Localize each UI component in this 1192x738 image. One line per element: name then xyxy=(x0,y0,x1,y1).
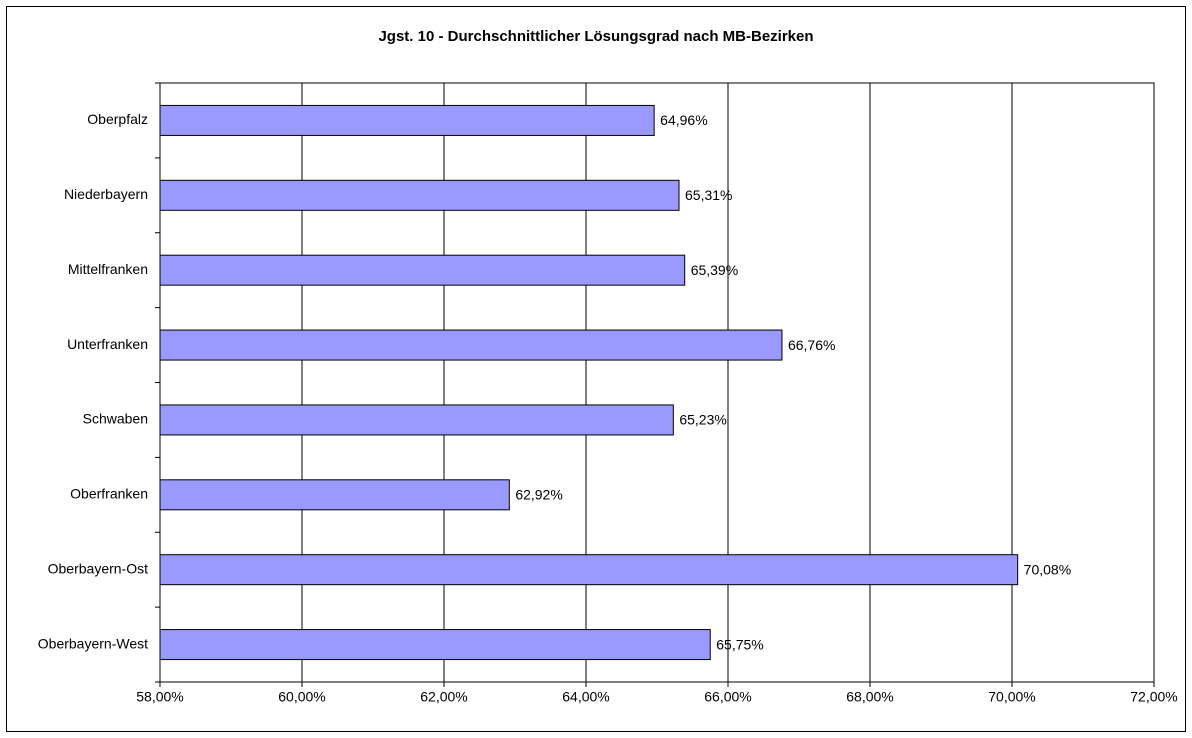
bar xyxy=(159,329,783,361)
x-tick-label: 68,00% xyxy=(846,689,893,705)
bar xyxy=(159,554,1019,586)
value-label: 65,75% xyxy=(716,636,763,652)
value-label: 62,92% xyxy=(515,487,562,503)
plot-area xyxy=(159,82,1155,683)
bar xyxy=(159,179,680,211)
y-tick-label: Oberpfalz xyxy=(87,111,148,127)
bar xyxy=(159,104,655,136)
x-tick-label: 70,00% xyxy=(988,689,1035,705)
value-label: 70,08% xyxy=(1024,561,1071,577)
chart-title: Jgst. 10 - Durchschnittlicher Lösungsgra… xyxy=(378,28,813,45)
value-label: 65,31% xyxy=(685,187,732,203)
x-tick-label: 60,00% xyxy=(278,689,325,705)
value-label: 65,23% xyxy=(679,412,726,428)
x-tick-label: 58,00% xyxy=(136,689,183,705)
x-tick-label: 64,00% xyxy=(562,689,609,705)
x-tick-label: 72,00% xyxy=(1130,689,1177,705)
value-label: 66,76% xyxy=(788,337,835,353)
bar xyxy=(159,404,674,436)
value-label: 64,96% xyxy=(660,112,707,128)
y-tick-label: Oberfranken xyxy=(70,486,148,502)
y-tick-label: Unterfranken xyxy=(67,336,148,352)
x-tick-label: 62,00% xyxy=(420,689,467,705)
bar xyxy=(159,479,510,511)
y-tick-label: Oberbayern-Ost xyxy=(48,560,148,576)
x-tick-label: 66,00% xyxy=(704,689,751,705)
value-label: 65,39% xyxy=(691,262,738,278)
bar xyxy=(159,629,711,661)
y-tick-label: Mittelfranken xyxy=(68,261,148,277)
y-tick-label: Oberbayern-West xyxy=(38,635,148,651)
y-tick-label: Schwaben xyxy=(83,411,148,427)
y-tick-label: Niederbayern xyxy=(64,186,148,202)
bar xyxy=(159,254,686,286)
